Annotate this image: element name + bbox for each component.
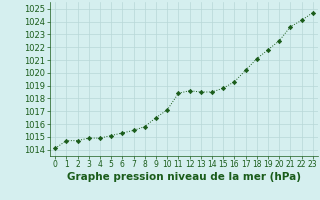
X-axis label: Graphe pression niveau de la mer (hPa): Graphe pression niveau de la mer (hPa) [67,172,301,182]
